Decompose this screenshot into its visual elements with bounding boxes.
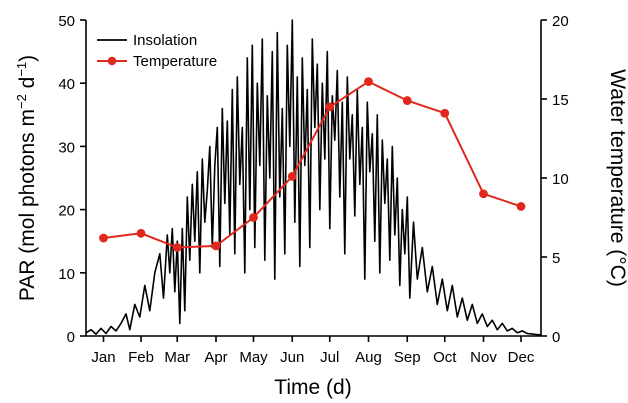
x-tick-label-mar: Mar xyxy=(164,349,190,366)
x-tick-label-nov: Nov xyxy=(470,349,497,366)
x-tick-label-sep: Sep xyxy=(394,349,421,366)
y-left-tick-label: 30 xyxy=(58,139,75,156)
temperature-series-points xyxy=(99,77,526,252)
y-left-title-part-2: d xyxy=(16,77,39,95)
y-left-tick-label: 40 xyxy=(58,76,75,93)
temperature-point-mar xyxy=(172,243,182,252)
x-tick-label-dec: Dec xyxy=(508,349,535,366)
legend: Insolation Temperature xyxy=(97,32,217,70)
x-tick-label-may: May xyxy=(239,349,268,366)
temperature-point-may xyxy=(249,213,258,222)
x-axis-ticks: Jan Feb Mar Apr May Jun Jul Aug Sep Oct Nov Dec xyxy=(91,336,535,366)
x-tick-label-feb: Feb xyxy=(128,349,154,366)
temperature-point-oct xyxy=(440,108,450,118)
temperature-point-jun xyxy=(287,172,297,181)
y-left-title-sup-2: −1 xyxy=(14,62,29,77)
y-axis-left-ticks: 0 10 20 30 40 50 xyxy=(58,13,86,346)
y-left-tick-label: 50 xyxy=(58,13,75,30)
y-left-tick-label: 20 xyxy=(58,203,75,220)
temperature-series-line xyxy=(103,80,522,249)
y-right-tick-label: 10 xyxy=(552,171,569,188)
temperature-point-dec xyxy=(516,202,526,211)
legend-temperature-label: Temperature xyxy=(133,53,217,70)
y-axis-left-title: PAR (mol photons m−2 d−1) xyxy=(14,55,39,301)
y-left-title-part-1: PAR (mol photons m xyxy=(16,109,39,301)
legend-insolation-label: Insolation xyxy=(133,32,197,49)
temperature-point-feb xyxy=(136,228,146,238)
x-tick-label-apr: Apr xyxy=(204,349,227,366)
x-tick-label-jan: Jan xyxy=(91,349,115,366)
y-right-tick-label: 20 xyxy=(552,13,569,30)
y-left-tick-label: 10 xyxy=(58,266,75,283)
y-right-tick-label: 15 xyxy=(552,92,569,109)
temperature-point-jan xyxy=(99,233,108,243)
x-tick-label-jun: Jun xyxy=(280,349,304,366)
temperature-point-apr xyxy=(211,241,221,251)
x-tick-label-jul: Jul xyxy=(320,349,339,366)
x-tick-label-aug: Aug xyxy=(355,349,382,366)
temperature-point-aug xyxy=(364,77,373,87)
y-right-tick-label: 0 xyxy=(552,329,560,346)
y-axis-right-ticks: 0 5 10 15 20 xyxy=(541,13,569,346)
x-axis-title: Time (d) xyxy=(274,376,351,399)
temperature-point-jul xyxy=(325,102,335,112)
y-axis-right-title: Water temperature (°C) xyxy=(606,69,628,287)
temperature-point-sep xyxy=(402,96,412,105)
temperature-point-nov xyxy=(479,189,488,199)
y-right-tick-label: 5 xyxy=(552,250,560,267)
y-left-tick-label: 0 xyxy=(67,329,75,346)
y-left-title-part-3: ) xyxy=(16,55,39,62)
x-tick-label-oct: Oct xyxy=(433,349,457,366)
legend-temperature-marker xyxy=(107,56,117,66)
y-left-title-sup-1: −2 xyxy=(14,94,29,109)
